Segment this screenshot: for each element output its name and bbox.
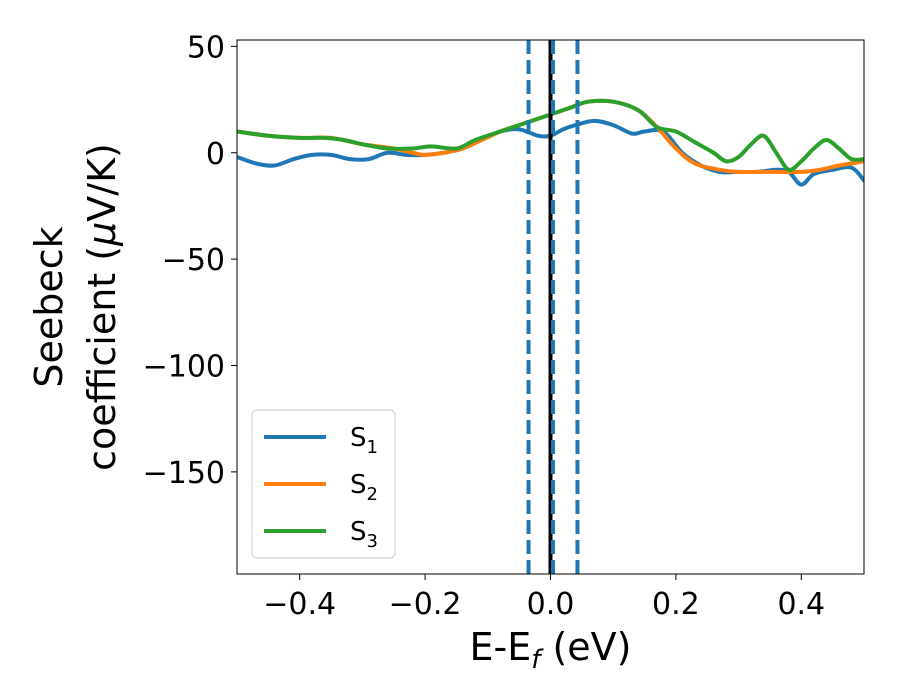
y-tick-label: −50 [162,243,225,278]
series-line-s3 [237,98,864,172]
x-axis-title: E-Ef (eV) [470,625,632,675]
legend-label-s2: S2 [350,470,378,505]
x-tick-label: 0.0 [527,587,575,622]
series-line-s1 [237,118,864,187]
x-tick-label: −0.2 [389,587,462,622]
svg-text:coefficient (μV/K): coefficient (μV/K) [80,143,124,471]
x-tick-label: 0.4 [777,587,825,622]
legend-label-s3: S3 [350,517,378,552]
vertical-lines [526,40,580,574]
legend-label-s1: S1 [350,423,378,458]
y-axis-title: Seebeck coefficient (μV/K) [27,143,124,471]
y-tick-label: −150 [143,456,225,491]
svg-text:Seebeck: Seebeck [27,226,71,387]
y-tick-label: 50 [187,30,225,65]
x-tick-label: −0.4 [263,587,336,622]
y-axis-ticks: 50 0 −50 −100 −150 [143,30,237,491]
legend: S1 S2 S3 [251,409,396,559]
x-axis-ticks: −0.4 −0.2 0.0 0.2 0.4 [263,574,825,622]
y-tick-label: −100 [143,350,225,385]
series-layer [237,98,864,187]
x-tick-label: 0.2 [652,587,700,622]
y-tick-label: 0 [206,137,225,172]
